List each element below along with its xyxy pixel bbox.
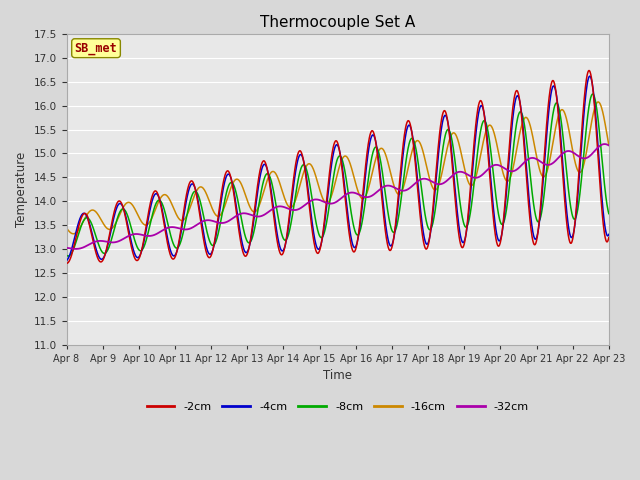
Title: Thermocouple Set A: Thermocouple Set A	[260, 15, 415, 30]
X-axis label: Time: Time	[323, 369, 352, 382]
Legend: -2cm, -4cm, -8cm, -16cm, -32cm: -2cm, -4cm, -8cm, -16cm, -32cm	[142, 398, 533, 417]
Text: SB_met: SB_met	[75, 42, 117, 55]
Y-axis label: Temperature: Temperature	[15, 152, 28, 227]
